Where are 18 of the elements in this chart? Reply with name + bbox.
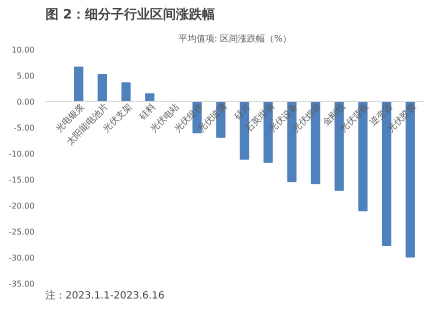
y-tick-label: -35.00 (8, 280, 35, 288)
y-tick-label: -25.00 (8, 228, 35, 236)
y-tick-label: -5.00 (14, 124, 35, 132)
bar (74, 66, 84, 102)
chart-title: 图 2：细分子行业区间涨跌幅 (46, 8, 216, 22)
bar (145, 93, 154, 102)
bar (121, 82, 131, 102)
y-tick-label: 0.00 (16, 98, 34, 106)
y-tick-label: -30.00 (8, 254, 35, 262)
bar (98, 74, 107, 102)
x-tick-label: 硅料 (136, 101, 158, 123)
text: 注：2023.1.1-2023.6.16 (46, 290, 165, 302)
y-tick-label: -15.00 (8, 176, 35, 184)
chart-subtitle: 平均值项: 区间涨跌幅（%） (178, 34, 292, 44)
y-tick-label: -20.00 (8, 202, 35, 210)
y-tick-label: 5.00 (16, 72, 34, 80)
y-tick-label: -10.00 (8, 150, 35, 158)
y-tick-label: 10.00 (12, 46, 35, 54)
